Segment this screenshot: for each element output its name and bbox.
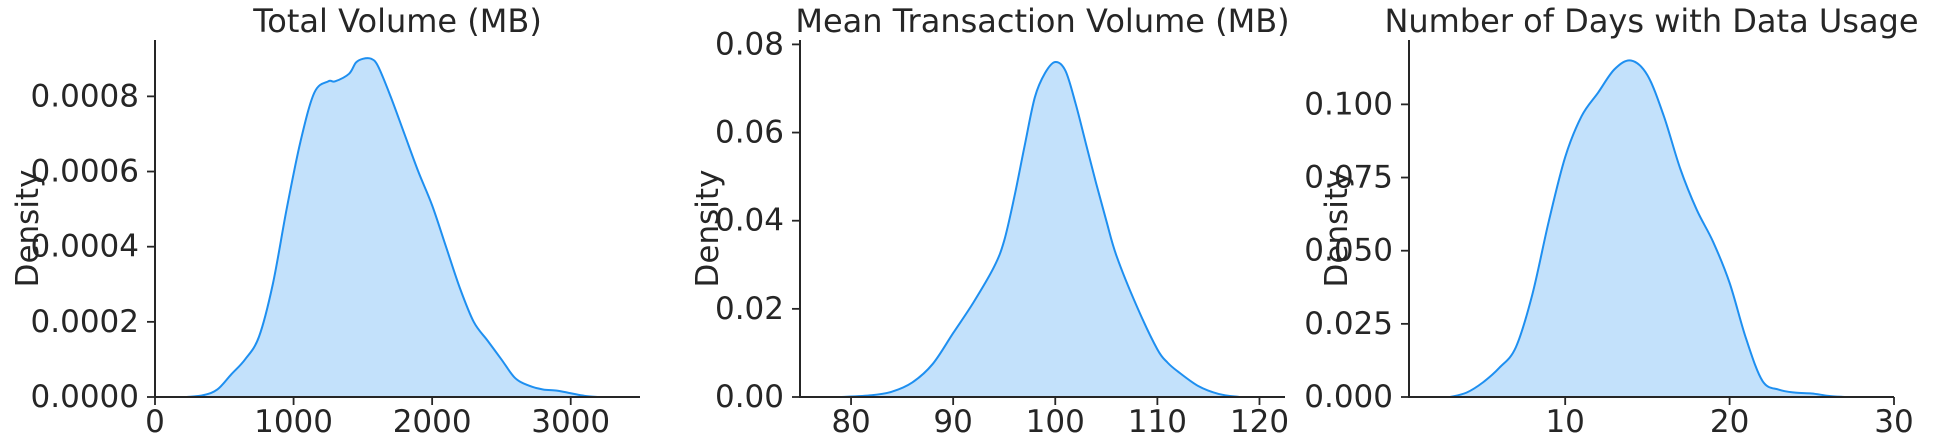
y-tick-label: 0.025 — [1304, 306, 1393, 342]
chart-panel-2: 80 90 100 110 120 0.00 0.02 0.04 0.06 0.08 Mean Tr… — [690, 2, 1290, 440]
y-tick-label: 0.075 — [1304, 160, 1393, 196]
chart-title: Total Volume (MB) — [252, 2, 542, 40]
density-area — [186, 58, 599, 397]
y-tick-label: 0.04 — [715, 203, 784, 239]
x-tick-label: 120 — [1230, 404, 1289, 440]
density-area — [840, 62, 1240, 398]
y-tick-label: 0.08 — [715, 26, 784, 62]
y-tick-label: 0.0000 — [31, 379, 139, 415]
chart-panel-1: 0 1000 2000 3000 0.0000 0.0002 0.0004 0.0006 0.0… — [10, 2, 640, 440]
y-tick-label: 0.100 — [1304, 86, 1393, 122]
y-axis-label: Density — [1319, 170, 1355, 288]
y-tick-label: 0.0006 — [31, 154, 139, 190]
density-curve — [1449, 59, 1845, 398]
x-tick-label: 1000 — [254, 404, 333, 440]
y-axis-label: Density — [10, 170, 46, 288]
x-tick-label: 20 — [1710, 404, 1749, 440]
x-tick-label: 3000 — [531, 404, 610, 440]
chart-panel-3: 10 20 30 0.000 0.025 0.050 0.075 0.100 Number of… — [1304, 2, 1918, 440]
x-tick-label: 30 — [1874, 404, 1913, 440]
chart-title: Number of Days with Data Usage — [1384, 2, 1918, 40]
y-tick-label: 0.0008 — [31, 78, 139, 114]
chart-title: Mean Transaction Volume (MB) — [795, 2, 1289, 40]
x-tick-label: 2000 — [393, 404, 472, 440]
y-tick-label: 0.000 — [1304, 379, 1393, 415]
x-tick-label: 110 — [1128, 404, 1187, 440]
density-area — [1450, 60, 1845, 398]
y-tick-label: 0.0002 — [31, 304, 139, 340]
x-tick-label: 90 — [933, 404, 972, 440]
y-tick-label: 0.050 — [1304, 233, 1393, 269]
y-tick-label: 0.0004 — [31, 229, 139, 265]
density-curve — [186, 57, 599, 398]
y-tick-label: 0.06 — [715, 115, 784, 151]
x-tick-label: 100 — [1026, 404, 1085, 440]
y-tick-label: 0.02 — [715, 291, 784, 327]
y-axis-label: Density — [690, 170, 726, 288]
x-tick-label: 0 — [145, 404, 165, 440]
y-tick-label: 0.00 — [715, 379, 784, 415]
density-curve — [840, 61, 1240, 398]
x-tick-label: 80 — [831, 404, 870, 440]
x-tick-label: 10 — [1545, 404, 1584, 440]
